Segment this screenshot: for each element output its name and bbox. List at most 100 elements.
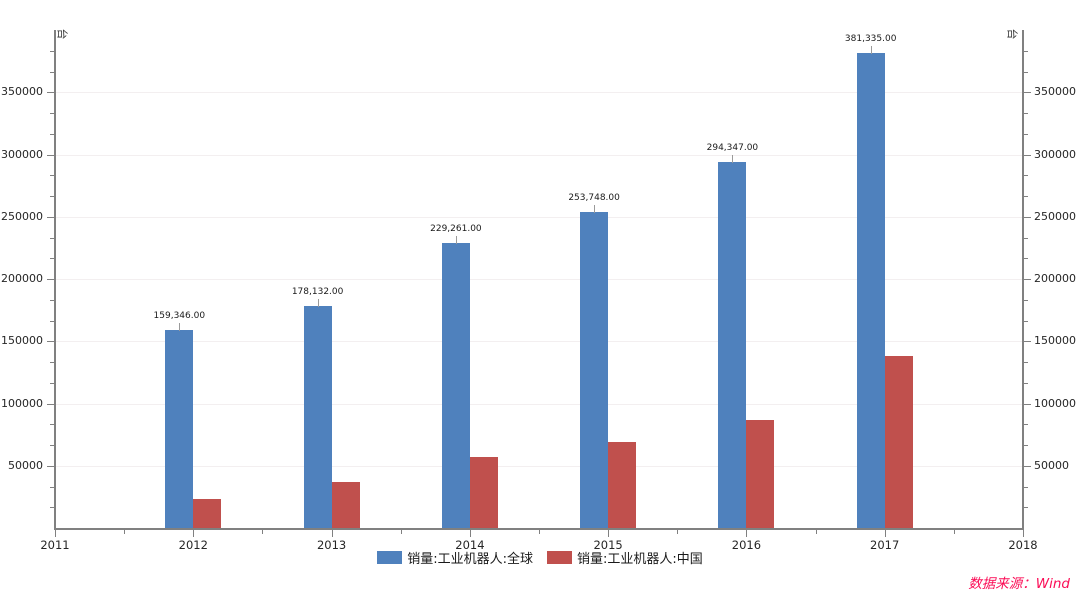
y-minor-tick-left — [50, 258, 54, 260]
y-tick-label-right-50000: 50000 — [1034, 458, 1069, 472]
y-minor-tick-right — [1024, 424, 1028, 426]
y-minor-tick-right — [1024, 50, 1028, 52]
y-minor-tick-right — [1024, 362, 1028, 363]
bar-china-2015 — [608, 442, 637, 528]
x-tick-2014 — [469, 530, 471, 537]
y-tick-right-300000 — [1024, 154, 1031, 156]
bar-global-2016 — [718, 161, 747, 528]
x-tick-label-2013: 2013 — [316, 538, 347, 552]
y-tick-left-250000 — [47, 216, 54, 218]
x-tick-label-2015: 2015 — [593, 538, 623, 552]
x-minor-tick — [400, 530, 402, 534]
y-minor-tick-left — [50, 299, 54, 301]
bar-label-connector-2016 — [732, 154, 734, 163]
x-tick-2016 — [746, 530, 748, 537]
x-minor-tick — [815, 530, 817, 534]
x-tick-2013 — [331, 530, 333, 537]
y-minor-tick-left — [50, 50, 54, 52]
bar-label-2016: 294,347.00 — [706, 142, 759, 153]
x-tick-label-2011: 2011 — [40, 538, 70, 552]
bar-label-connector-2015 — [594, 205, 596, 214]
y-tick-label-left-350000: 350000 — [1, 85, 43, 99]
y-tick-right-250000 — [1024, 216, 1031, 218]
y-minor-tick-left — [50, 133, 54, 135]
bar-label-connector-2014 — [455, 235, 457, 244]
gridline-350000 — [56, 92, 1022, 94]
y-minor-tick-right — [1024, 445, 1028, 446]
y-minor-tick-right — [1024, 320, 1028, 322]
y-tick-label-right-350000: 350000 — [1034, 85, 1076, 99]
bar-global-2012 — [165, 329, 194, 528]
y-minor-tick-right — [1024, 237, 1028, 239]
legend: 销量:工业机器人:全球 销量:工业机器人:中国 — [0, 548, 1080, 567]
bar-label-2017: 381,335.00 — [844, 34, 897, 45]
y-tick-label-right-200000: 200000 — [1034, 272, 1076, 285]
x-minor-tick — [539, 530, 540, 534]
gridline-250000 — [56, 216, 1022, 218]
y-tick-label-left-150000: 150000 — [1, 334, 43, 348]
bar-label-connector-2012 — [179, 322, 181, 331]
x-tick-2012 — [193, 530, 195, 537]
y-minor-tick-left — [50, 113, 54, 114]
y-minor-tick-right — [1024, 507, 1028, 509]
gridline-200000 — [56, 279, 1022, 280]
y-minor-tick-right — [1024, 382, 1028, 384]
bar-china-2016 — [746, 419, 775, 528]
x-minor-tick — [262, 530, 264, 534]
y-tick-label-right-250000: 250000 — [1034, 209, 1076, 223]
bar-global-2013 — [303, 306, 332, 528]
y-axis-right — [1022, 30, 1024, 530]
y-minor-tick-right — [1024, 299, 1028, 301]
y-axis-unit-left: 台 — [55, 28, 69, 40]
y-tick-left-350000 — [47, 92, 54, 94]
bar-label-2014: 229,261.00 — [430, 223, 482, 234]
bar-global-2017 — [856, 53, 885, 528]
x-tick-2011 — [55, 530, 56, 537]
y-tick-label-left-200000: 200000 — [1, 272, 43, 285]
x-tick-2017 — [884, 530, 886, 537]
y-tick-right-200000 — [1024, 279, 1031, 280]
legend-item-china: 销量:工业机器人:中国 — [547, 548, 703, 567]
y-tick-left-150000 — [47, 341, 54, 343]
y-minor-tick-left — [50, 445, 54, 446]
bar-china-2012 — [193, 499, 222, 528]
bar-label-connector-2013 — [317, 299, 319, 308]
y-tick-right-350000 — [1024, 92, 1031, 94]
legend-item-global: 销量:工业机器人:全球 — [377, 548, 533, 567]
y-minor-tick-left — [50, 196, 54, 197]
y-tick-left-300000 — [47, 154, 54, 156]
x-axis — [54, 528, 1024, 530]
bar-label-2015: 253,748.00 — [568, 193, 620, 204]
y-minor-tick-right — [1024, 486, 1028, 488]
bar-label-2012: 159,346.00 — [153, 310, 206, 321]
y-axis-left — [54, 30, 56, 530]
y-minor-tick-right — [1024, 71, 1028, 73]
gridline-300000 — [56, 154, 1022, 156]
y-minor-tick-left — [50, 71, 54, 73]
y-tick-label-left-250000: 250000 — [1, 209, 43, 223]
bar-label-connector-2017 — [870, 46, 872, 55]
y-minor-tick-left — [50, 486, 54, 488]
y-tick-left-50000 — [47, 465, 54, 467]
y-minor-tick-right — [1024, 133, 1028, 135]
y-tick-left-200000 — [47, 279, 54, 280]
x-tick-label-2017: 2017 — [870, 538, 900, 552]
bar-china-2014 — [469, 457, 498, 528]
y-tick-right-50000 — [1024, 465, 1031, 467]
x-tick-label-2014: 2014 — [455, 538, 485, 552]
gridline-100000 — [56, 403, 1022, 405]
y-minor-tick-left — [50, 507, 54, 509]
x-tick-2018 — [1023, 530, 1024, 537]
y-axis-unit-right: 台 — [1005, 28, 1019, 40]
x-minor-tick — [953, 530, 955, 534]
x-tick-label-2012: 2012 — [178, 538, 208, 552]
y-minor-tick-right — [1024, 113, 1028, 114]
y-minor-tick-left — [50, 362, 54, 363]
y-tick-label-right-150000: 150000 — [1034, 334, 1076, 348]
legend-label-global: 销量:工业机器人:全球 — [407, 552, 533, 567]
y-tick-label-right-100000: 100000 — [1034, 396, 1076, 410]
y-minor-tick-left — [50, 424, 54, 426]
bar-global-2015 — [580, 212, 609, 528]
gridline-50000 — [56, 465, 1022, 467]
x-minor-tick — [124, 530, 126, 534]
